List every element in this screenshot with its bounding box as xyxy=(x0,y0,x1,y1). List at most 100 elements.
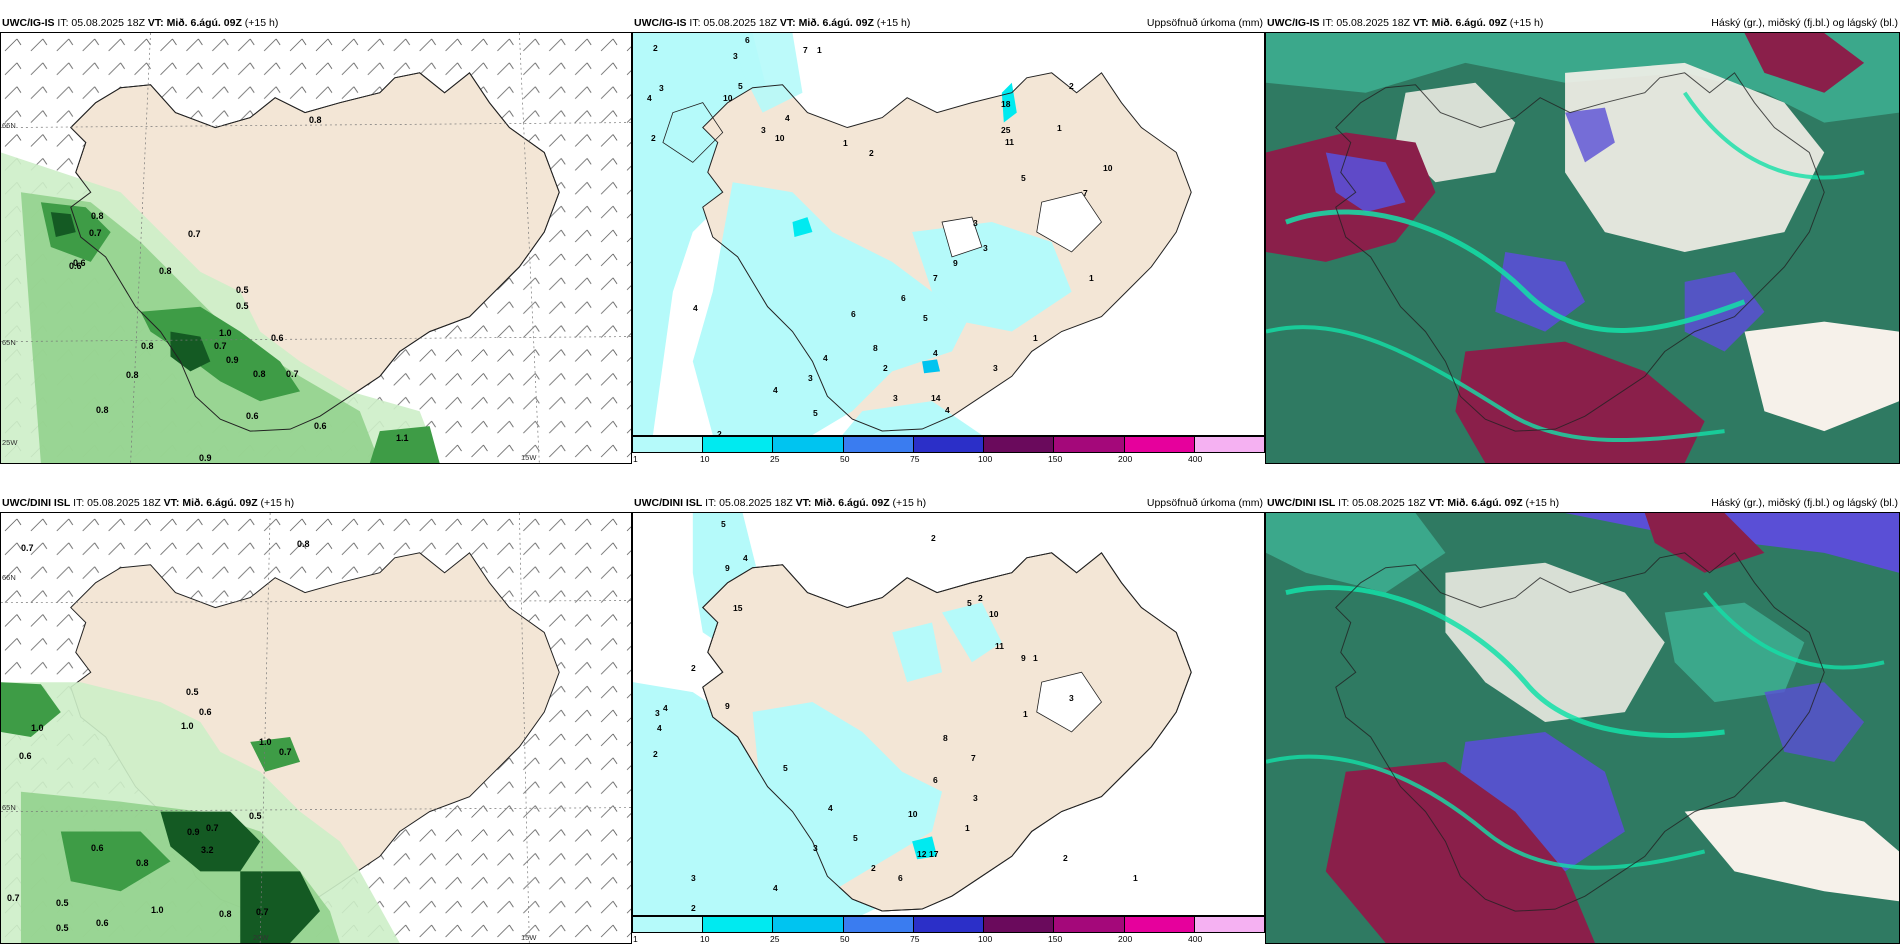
gust-label: 1.1 xyxy=(396,433,409,443)
precip-value: 4 xyxy=(657,723,662,733)
colorbar-tick: 400 xyxy=(1188,454,1203,464)
precip-value: 3 xyxy=(659,83,664,93)
panel-ig-wind: UWC/IG-IS IT: 05.08.2025 18Z VT: Mið. 6.… xyxy=(0,14,632,464)
precip-value: 2 xyxy=(883,363,888,373)
gust-label: 0.8 xyxy=(297,539,310,549)
precip-value: 6 xyxy=(898,873,903,883)
precip-value: 4 xyxy=(945,405,950,415)
header-left: UWC/DINI ISL IT: 05.08.2025 18Z VT: Mið.… xyxy=(2,497,295,509)
gust-label: 0.7 xyxy=(286,369,299,379)
colorbar-swatch xyxy=(913,437,985,452)
precip-value: 12 xyxy=(917,849,927,859)
precip-value: 6 xyxy=(745,35,750,45)
precip-value: 1 xyxy=(1033,333,1038,343)
precip-map: 5 2 4 9 15 5 2 10 11 9 1 3 4 2 8 7 1 3 4… xyxy=(632,512,1265,916)
gust-label: 0.9 xyxy=(199,453,212,463)
precip-value: 4 xyxy=(823,353,828,363)
colorbar-swatch xyxy=(633,917,704,932)
colorbar-swatch xyxy=(633,437,704,452)
precip-value: 9 xyxy=(725,701,730,711)
colorbar-swatches xyxy=(632,916,1265,933)
gust-label: 1.0 xyxy=(151,905,164,915)
precip-value: 7 xyxy=(933,273,938,283)
panel-dini-wind: UWC/DINI ISL IT: 05.08.2025 18Z VT: Mið.… xyxy=(0,494,632,944)
gust-label: 0.8 xyxy=(126,370,139,380)
colorbar-swatch xyxy=(984,437,1055,452)
colorbar-swatches xyxy=(632,436,1265,453)
gust-label: 0.8 xyxy=(159,266,172,276)
gust-label: 0.8 xyxy=(96,405,109,415)
cloud-map xyxy=(1265,512,1900,944)
precip-value: 4 xyxy=(693,303,698,313)
gust-label: 0.6 xyxy=(314,421,327,431)
colorbar-tick: 100 xyxy=(978,454,993,464)
axis-label: 25W xyxy=(2,438,18,447)
header-right: Háský (gr.), miðský (fj.bl.) og lágský (… xyxy=(1711,17,1898,29)
precip-value: 5 xyxy=(738,81,743,91)
cloud-map-svg xyxy=(1266,513,1899,943)
colorbar-tick: 100 xyxy=(978,934,993,944)
colorbar-tick: 75 xyxy=(910,934,920,944)
precip-value: 1 xyxy=(817,45,822,55)
colorbar-swatch xyxy=(913,917,985,932)
panel-header: UWC/DINI ISL IT: 05.08.2025 18Z VT: Mið.… xyxy=(1265,494,1900,512)
precip-colorbar: 1 10 25 50 75 100 150 200 400 xyxy=(632,916,1265,944)
gust-label: 0.8 xyxy=(309,115,322,125)
header-right: Uppsöfnuð úrkoma (mm) xyxy=(1146,497,1263,509)
panel-header: UWC/IG-IS IT: 05.08.2025 18Z VT: Mið. 6.… xyxy=(1265,14,1900,32)
gust-label: 0.6 xyxy=(199,707,212,717)
colorbar-swatch xyxy=(703,437,774,452)
gust-label: 0.9 xyxy=(226,355,239,365)
precip-value: 10 xyxy=(1103,163,1113,173)
precip-value: 3 xyxy=(691,873,696,883)
axis-label: 66N xyxy=(2,121,16,130)
precip-value: 18 xyxy=(1001,99,1011,109)
header-right: Uppsöfnuð úrkoma (mm) xyxy=(1146,17,1263,29)
colorbar-swatch xyxy=(1194,917,1264,932)
precip-value: 5 xyxy=(853,833,858,843)
gust-label: 0.5 xyxy=(186,687,199,697)
wind-map: 0.8 0.8 0.7 0.8 0.7 0.6 0.5 0.5 0.8 0.6 … xyxy=(0,32,632,464)
gust-label: 0.8 xyxy=(253,369,266,379)
gust-label: 0.8 xyxy=(91,211,104,221)
gust-label: 1.0 xyxy=(219,328,232,338)
precip-map-svg xyxy=(633,33,1264,435)
colorbar-swatch xyxy=(984,917,1055,932)
colorbar-swatch xyxy=(1054,437,1125,452)
gust-label: 0.6 xyxy=(19,751,32,761)
gust-label: 0.5 xyxy=(236,285,249,295)
precip-value: 25 xyxy=(1001,125,1011,135)
gust-label: 0.8 xyxy=(136,858,149,868)
gust-label: 0.7 xyxy=(21,543,34,553)
gust-label: 0.5 xyxy=(236,301,249,311)
colorbar-tick: 200 xyxy=(1118,934,1133,944)
precip-value: 6 xyxy=(901,293,906,303)
precip-value: 7 xyxy=(803,45,808,55)
colorbar-tick: 200 xyxy=(1118,454,1133,464)
colorbar-swatch xyxy=(843,437,914,452)
colorbar-tick: 10 xyxy=(700,934,710,944)
cloud-map xyxy=(1265,32,1900,464)
precip-value: 14 xyxy=(931,393,941,403)
gust-label: 1.0 xyxy=(259,737,272,747)
header-left: UWC/DINI ISL IT: 05.08.2025 18Z VT: Mið.… xyxy=(1267,497,1560,509)
precip-value: 1 xyxy=(1057,123,1062,133)
header-left: UWC/IG-IS IT: 05.08.2025 18Z VT: Mið. 6.… xyxy=(1267,17,1544,29)
precip-value: 3 xyxy=(761,125,766,135)
gust-label: 0.7 xyxy=(256,907,269,917)
colorbar-swatch xyxy=(1054,917,1125,932)
precip-value: 6 xyxy=(933,775,938,785)
precip-value: 7 xyxy=(1083,188,1088,198)
axis-label: 65N xyxy=(2,338,16,347)
gust-label: 0.5 xyxy=(56,923,69,933)
precip-value: 1 xyxy=(1023,709,1028,719)
gust-label: 0.8 xyxy=(141,341,154,351)
header-left: UWC/DINI ISL IT: 05.08.2025 18Z VT: Mið.… xyxy=(634,497,927,509)
precip-value: 11 xyxy=(995,641,1004,651)
precip-value: 4 xyxy=(647,93,652,103)
precip-value: 1 xyxy=(1033,653,1038,663)
panel-ig-clouds: UWC/IG-IS IT: 05.08.2025 18Z VT: Mið. 6.… xyxy=(1265,14,1900,464)
panel-header: UWC/DINI ISL IT: 05.08.2025 18Z VT: Mið.… xyxy=(0,494,632,512)
colorbar-tick: 1 xyxy=(633,454,638,464)
gust-label: 0.6 xyxy=(91,843,104,853)
